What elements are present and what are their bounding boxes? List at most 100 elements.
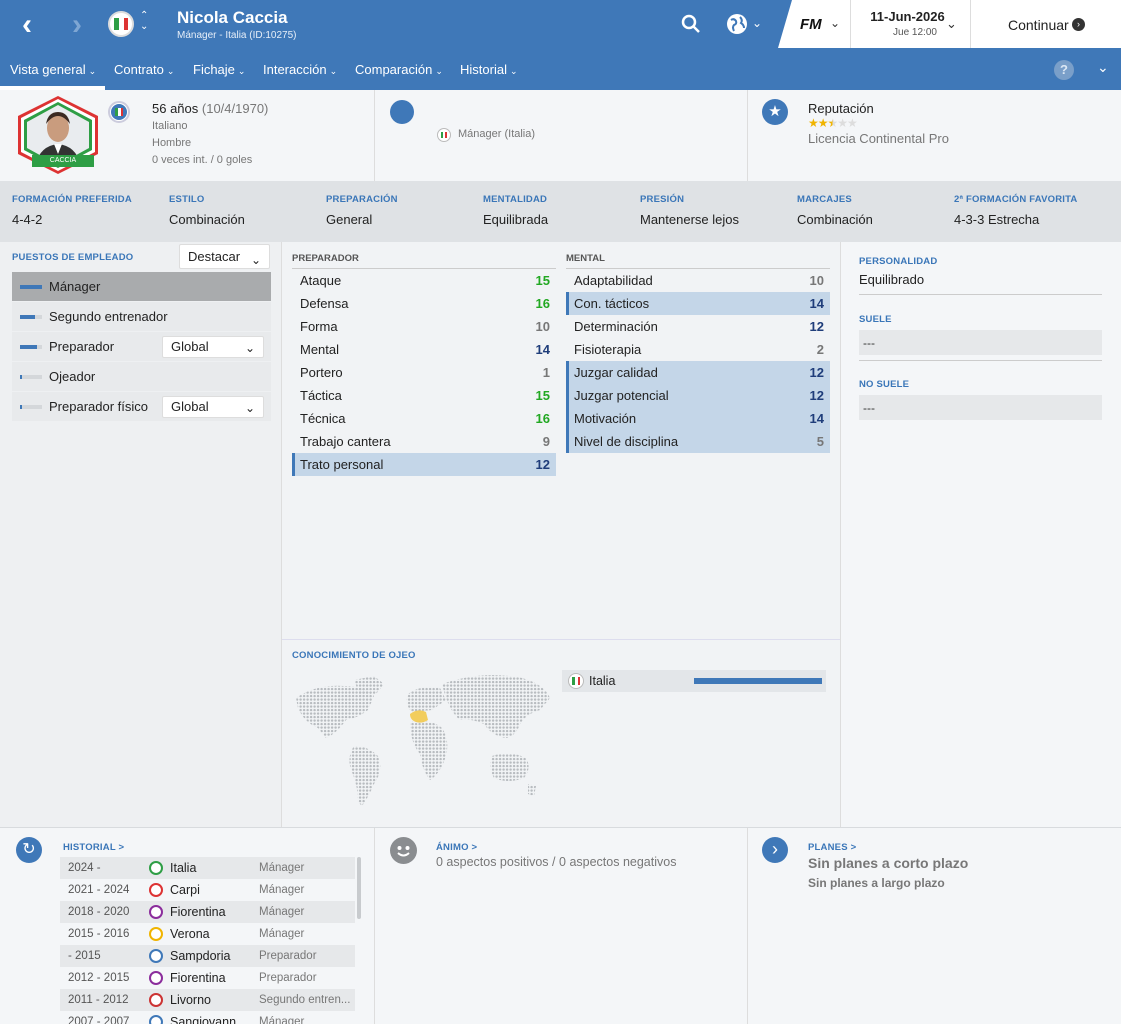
history-role: Mánager xyxy=(259,862,305,874)
tab-comparison[interactable]: Comparación ⌄ xyxy=(355,62,443,77)
attribute-row[interactable]: Trabajo cantera 9 xyxy=(292,430,556,453)
role-crest-icon xyxy=(437,128,451,142)
job-row[interactable]: Preparador físico Global ⌄ xyxy=(12,392,271,421)
photo-name-label: CACCIA xyxy=(32,155,94,167)
tactic-label: PREPARACIÓN xyxy=(326,194,398,205)
job-row[interactable]: Segundo entrenador xyxy=(12,302,271,331)
divider xyxy=(850,0,851,48)
plans-arrow-icon[interactable]: › xyxy=(762,837,788,863)
job-scope-dropdown[interactable]: Global ⌄ xyxy=(162,336,264,358)
tab-transfer[interactable]: Fichaje ⌄ xyxy=(193,62,246,77)
club-crest-icon xyxy=(149,1015,163,1024)
continue-button[interactable]: Continuar xyxy=(1008,17,1069,33)
history-row[interactable]: 2015 - 2016 Verona Mánager xyxy=(60,923,355,945)
history-refresh-icon[interactable]: ↻ xyxy=(16,837,42,863)
attribute-row[interactable]: Ataque 15 xyxy=(292,269,556,292)
history-row[interactable]: 2021 - 2024 Carpi Mánager xyxy=(60,879,355,901)
attribute-row[interactable]: Determinación 12 xyxy=(566,315,830,338)
job-row[interactable]: Mánager xyxy=(12,272,271,301)
morale-title[interactable]: ÁNIMO > xyxy=(436,842,478,853)
morale-negative: 0 aspectos negativos xyxy=(559,855,677,869)
tab-contract[interactable]: Contrato ⌄ xyxy=(114,62,175,77)
continue-arrow-icon[interactable]: › xyxy=(1072,18,1085,31)
history-years: 2018 - 2020 xyxy=(68,906,130,918)
highlight-label: Destacar xyxy=(188,249,241,264)
history-years: 2011 - 2012 xyxy=(68,994,129,1006)
attribute-row[interactable]: Técnica 16 xyxy=(292,407,556,430)
job-row[interactable]: Ojeador xyxy=(12,362,271,391)
attribute-name: Mental xyxy=(300,342,340,357)
attribute-row[interactable]: Con. tácticos 14 xyxy=(566,292,830,315)
forward-arrow-icon[interactable]: › xyxy=(72,8,82,41)
plans-title[interactable]: PLANES > xyxy=(808,842,857,853)
divider xyxy=(282,639,840,640)
tactic-label: PRESIÓN xyxy=(640,194,685,205)
history-row[interactable]: 2012 - 2015 Fiorentina Preparador xyxy=(60,967,355,989)
reputation-stars: ★★★★★ xyxy=(808,116,858,130)
attribute-row[interactable]: Mental 14 xyxy=(292,338,556,361)
license: Licencia Continental Pro xyxy=(808,131,949,146)
globe-icon[interactable] xyxy=(726,13,750,40)
job-label: Segundo entrenador xyxy=(49,309,168,324)
nav-more-chevron-icon[interactable]: ⌄ xyxy=(1097,59,1109,75)
attribute-row[interactable]: Táctica 15 xyxy=(292,384,556,407)
tactic-value: 4-4-2 xyxy=(12,212,43,227)
job-suitability-bar xyxy=(20,315,42,319)
fm-chevron-icon[interactable]: ⌄ xyxy=(830,16,841,30)
history-years: 2012 - 2015 xyxy=(68,972,130,984)
history-club: Verona xyxy=(170,927,210,941)
knowledge-bar-fill xyxy=(694,678,822,684)
divider xyxy=(374,90,375,181)
attribute-value: 12 xyxy=(809,388,824,403)
attribute-row[interactable]: Trato personal 12 xyxy=(292,453,556,476)
history-club: Livorno xyxy=(170,993,211,1007)
attribute-name: Juzgar calidad xyxy=(574,365,658,380)
tab-overview[interactable]: Vista general ⌄ xyxy=(10,62,97,77)
history-row[interactable]: 2011 - 2012 Livorno Segundo entren... xyxy=(60,989,355,1011)
search-icon[interactable] xyxy=(681,14,701,37)
attribute-row[interactable]: Juzgar calidad 12 xyxy=(566,361,830,384)
attribute-row[interactable]: Adaptabilidad 10 xyxy=(566,269,830,292)
age: 56 años xyxy=(152,101,199,116)
attribute-row[interactable]: Motivación 14 xyxy=(566,407,830,430)
date-chevron-icon[interactable]: ⌄ xyxy=(946,16,957,31)
attribute-row[interactable]: Nivel de disciplina 5 xyxy=(566,430,830,453)
club-crest-icon xyxy=(149,971,163,985)
divider xyxy=(747,828,748,1024)
club-crest-icon xyxy=(149,927,163,941)
half-star-icon: ★ xyxy=(827,116,839,130)
history-scrollbar[interactable] xyxy=(357,857,361,919)
job-row-selected[interactable] xyxy=(12,272,271,301)
attribute-row[interactable]: Juzgar potencial 12 xyxy=(566,384,830,407)
attribute-value: 15 xyxy=(535,388,550,403)
history-row[interactable]: 2007 - 2007 Sangiovann... Mánager xyxy=(60,1011,355,1024)
job-row[interactable]: Preparador Global ⌄ xyxy=(12,332,271,361)
world-map[interactable] xyxy=(292,670,562,815)
tactic-label: 2ª FORMACIÓN FAVORITA xyxy=(954,194,1078,205)
history-row[interactable]: - 2015 Sampdoria Preparador xyxy=(60,945,355,967)
job-scope-dropdown[interactable]: Global ⌄ xyxy=(162,396,264,418)
tab-history[interactable]: Historial ⌄ xyxy=(460,62,518,77)
history-row[interactable]: 2018 - 2020 Fiorentina Mánager xyxy=(60,901,355,923)
history-role: Segundo entren... xyxy=(259,994,351,1006)
help-icon[interactable]: ? xyxy=(1054,60,1074,80)
attribute-row[interactable]: Portero 1 xyxy=(292,361,556,384)
attribute-value: 9 xyxy=(542,434,550,449)
history-row[interactable]: 2024 - Italia Mánager xyxy=(60,857,355,879)
attribute-value: 12 xyxy=(809,319,824,334)
attribute-row[interactable]: Defensa 16 xyxy=(292,292,556,315)
crest-switch-icon[interactable]: ⌃ ⌄ xyxy=(140,10,149,32)
attribute-row[interactable]: Forma 10 xyxy=(292,315,556,338)
history-club: Italia xyxy=(170,861,197,875)
attribute-row[interactable]: Fisioterapia 2 xyxy=(566,338,830,361)
attribute-name: Fisioterapia xyxy=(574,342,642,357)
attribute-name: Juzgar potencial xyxy=(574,388,669,403)
globe-chevron-icon[interactable]: ⌄ xyxy=(752,16,763,30)
empty-star-icon: ★★ xyxy=(837,116,857,130)
fm-logo[interactable]: FM xyxy=(800,16,822,33)
history-title[interactable]: HISTORIAL > xyxy=(63,842,125,853)
tab-interaction[interactable]: Interacción ⌄ xyxy=(263,62,338,77)
back-arrow-icon[interactable]: ‹ xyxy=(22,8,32,41)
highlight-dropdown[interactable]: Destacar ⌄ xyxy=(179,244,270,269)
history-role: Mánager xyxy=(259,928,305,940)
